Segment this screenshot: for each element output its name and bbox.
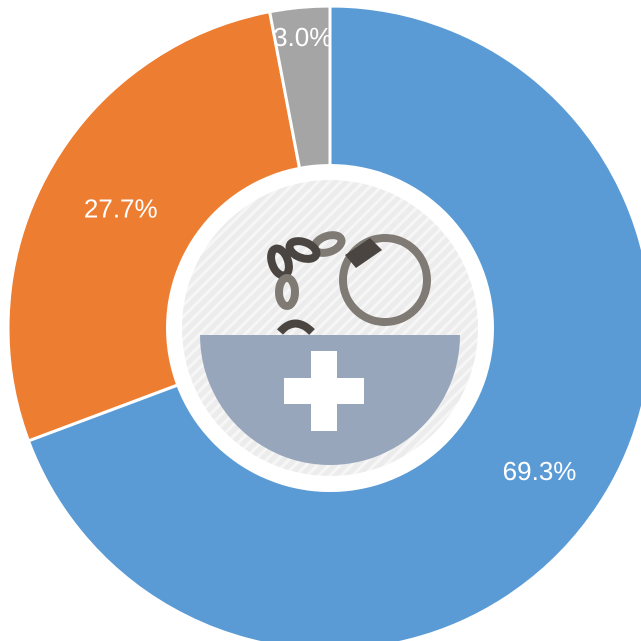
center-icon <box>166 164 494 492</box>
value-label: 3.0% <box>273 22 332 52</box>
value-label: 27.7% <box>84 193 158 223</box>
labels: 69.3% 27.7% 3.0% <box>84 22 576 486</box>
slices <box>6 4 641 641</box>
value-label: 69.3% <box>503 456 577 486</box>
